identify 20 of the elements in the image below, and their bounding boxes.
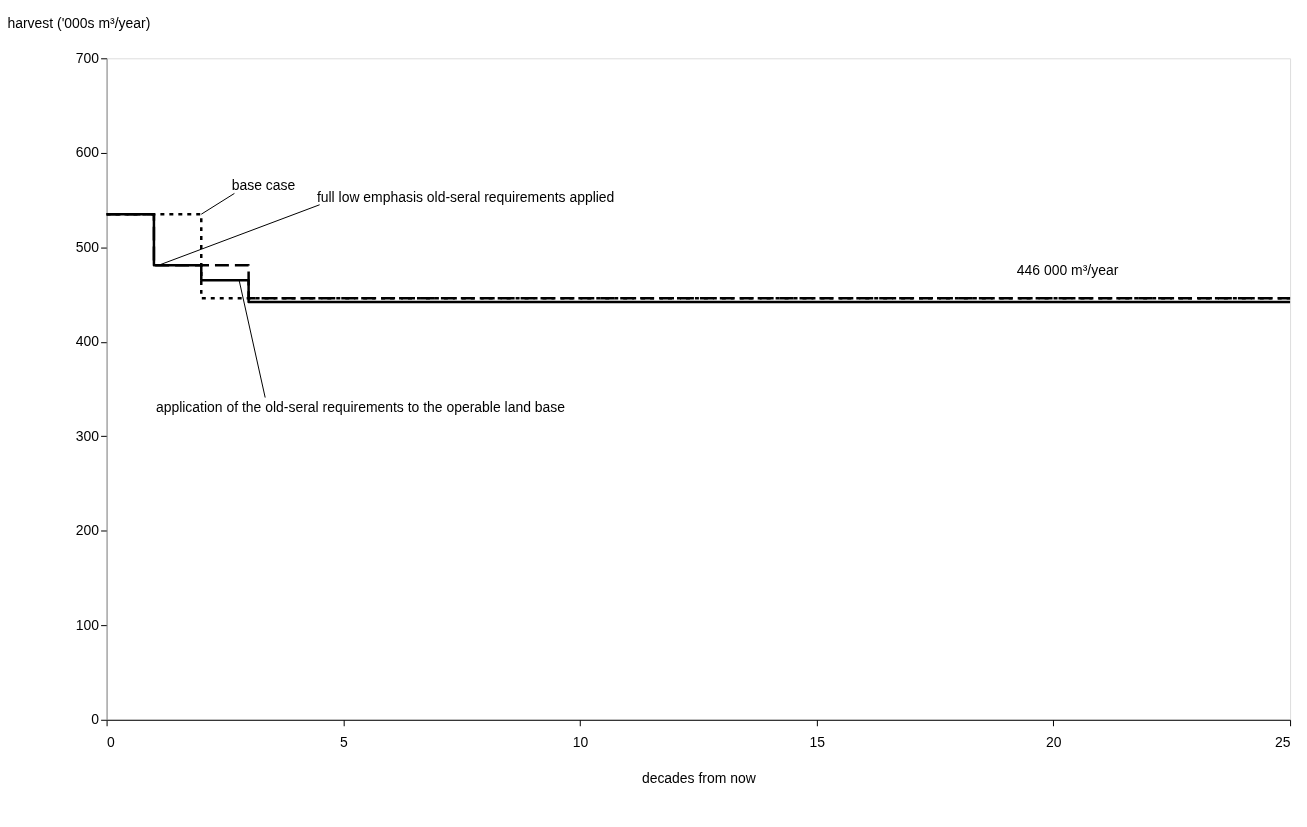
annotation: 446 000 m³/year bbox=[1016, 261, 1119, 278]
y-tick-label: 300 bbox=[75, 427, 100, 444]
x-tick-label: 15 bbox=[809, 734, 826, 751]
y-axis-title: harvest ('000s m³/year) bbox=[7, 14, 151, 31]
y-tick-label: 100 bbox=[75, 616, 100, 633]
annotation: application of the old-seral requirements to the operable land base bbox=[155, 399, 566, 416]
x-axis-title: decades from now bbox=[641, 770, 757, 787]
x-tick-label: 5 bbox=[339, 734, 348, 751]
annotation: full low emphasis old-seral requirements applied bbox=[316, 188, 615, 205]
y-tick-label: 500 bbox=[75, 238, 100, 255]
x-tick-label: 20 bbox=[1046, 734, 1062, 751]
y-tick-label: 700 bbox=[75, 49, 100, 66]
y-tick-label: 200 bbox=[75, 522, 100, 539]
x-tick-label: 10 bbox=[572, 734, 589, 751]
x-tick-label: 25 bbox=[1275, 734, 1291, 751]
y-tick-label: 600 bbox=[75, 144, 100, 161]
x-tick-label: 0 bbox=[107, 734, 116, 751]
y-tick-label: 0 bbox=[91, 711, 100, 728]
annotation: base case bbox=[231, 177, 296, 194]
y-tick-label: 400 bbox=[75, 333, 100, 350]
